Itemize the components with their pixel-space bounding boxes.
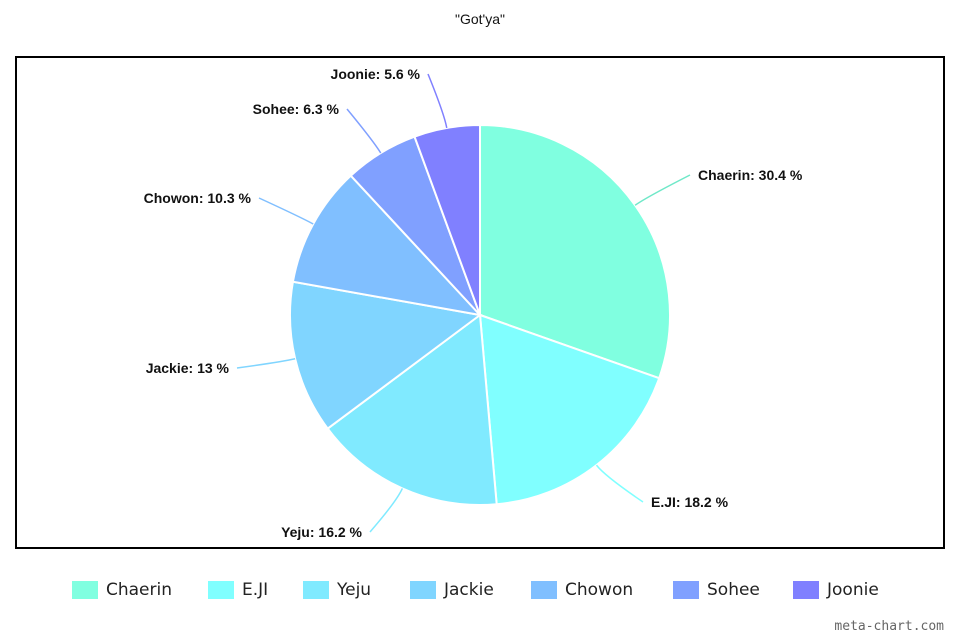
watermark: meta-chart.com <box>834 619 944 634</box>
legend-label: Chowon <box>565 580 634 600</box>
pie-slice-chaerin <box>479 123 671 380</box>
pie-slice-e-ji <box>478 313 661 506</box>
leader-line <box>236 358 296 369</box>
legend-label: Joonie <box>827 580 879 600</box>
data-label: Chowon: 10.3 % <box>144 190 252 206</box>
leader-line <box>634 174 691 206</box>
legend-swatch <box>208 581 234 599</box>
leader-line <box>595 464 644 503</box>
legend-label: Chaerin <box>106 580 173 600</box>
leader-line <box>346 108 382 154</box>
legend-label: Sohee <box>707 580 760 600</box>
data-label: E.JI: 18.2 % <box>651 494 729 510</box>
leader-line <box>427 73 448 129</box>
data-label: Jackie: 13 % <box>146 360 230 376</box>
chart-title: "Got'ya" <box>455 11 505 27</box>
legend-swatch <box>303 581 329 599</box>
legend-swatch <box>793 581 819 599</box>
pie-slice-joonie <box>413 123 481 316</box>
leader-line <box>369 488 404 533</box>
legend-item[interactable]: Yeju <box>303 576 371 604</box>
data-label: Sohee: 6.3 % <box>253 101 340 117</box>
legend-item[interactable]: Joonie <box>793 576 879 604</box>
leader-line <box>258 197 314 225</box>
legend-item[interactable]: Jackie <box>410 576 494 604</box>
data-label: Yeju: 16.2 % <box>281 524 362 540</box>
legend-item[interactable]: Chowon <box>531 576 633 604</box>
data-label: Joonie: 5.6 % <box>331 66 421 82</box>
pie-slice-chowon <box>291 174 483 317</box>
legend-item[interactable]: Chaerin <box>72 576 172 604</box>
legend: Chaerin E.JI Yeju Jackie Chowon Sohee Joonie <box>0 576 960 604</box>
legend-label: Yeju <box>337 580 372 600</box>
legend-item[interactable]: E.JI <box>208 576 268 604</box>
pie-slice-yeju <box>326 313 498 506</box>
legend-label: E.JI <box>242 580 269 600</box>
legend-item[interactable]: Sohee <box>673 576 760 604</box>
legend-label: Jackie <box>444 580 494 600</box>
legend-swatch <box>673 581 699 599</box>
legend-swatch <box>410 581 436 599</box>
chart-frame <box>15 56 945 549</box>
legend-swatch <box>72 581 98 599</box>
data-label: Chaerin: 30.4 % <box>698 167 803 183</box>
legend-swatch <box>531 581 557 599</box>
